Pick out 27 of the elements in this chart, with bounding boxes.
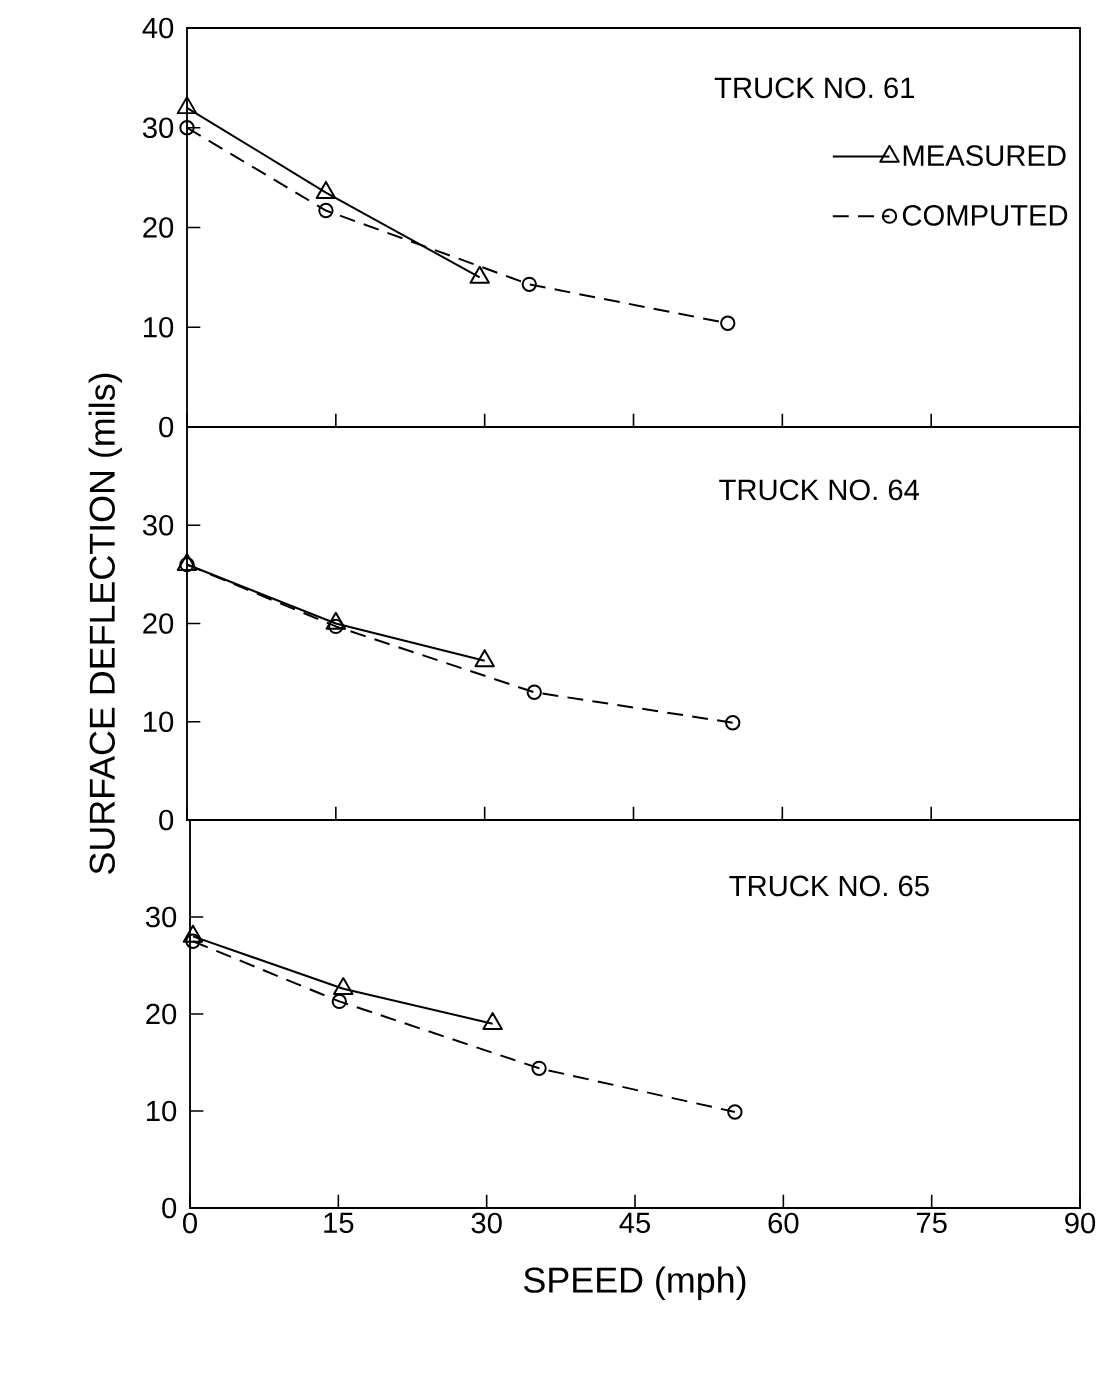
y-tick-label: 10 (144, 711, 174, 733)
x-tick-label: 90 (1065, 1212, 1096, 1234)
y-tick-label: 20 (143, 217, 174, 238)
y-tick-label: 10 (144, 316, 174, 338)
y-tick-label: 30 (142, 514, 174, 536)
y-tick-label: 30 (142, 117, 174, 139)
x-tick-label: 0 (183, 1212, 197, 1234)
y-tick-label: 40 (142, 17, 174, 39)
x-tick-label: 45 (619, 1212, 651, 1234)
text: TRUCK NO. 64 (719, 479, 920, 501)
y-tick-label: 0 (162, 1197, 177, 1219)
x-tick-label: 75 (916, 1212, 947, 1234)
legend-label: MEASURED (903, 145, 1066, 166)
y-axis-title: SURFACE DEFLECTION (mils) (88, 373, 123, 874)
text: TRUCK NO. 61 (714, 77, 915, 99)
legend-label: COMPUTED (902, 204, 1068, 226)
x-tick-label: 15 (324, 1212, 354, 1234)
y-tick-label: 10 (147, 1100, 177, 1122)
y-tick-label: 0 (159, 809, 174, 831)
x-tick-label: 30 (471, 1212, 502, 1234)
y-tick-label: 20 (143, 613, 174, 634)
x-tick-label: 60 (768, 1212, 799, 1234)
text: TRUCK NO. 65 (729, 875, 929, 897)
x-axis-title: SPEED (mph) (524, 1266, 746, 1300)
y-tick-label: 30 (145, 906, 177, 928)
y-tick-label: 0 (159, 416, 174, 438)
y-tick-label: 20 (146, 1003, 177, 1025)
